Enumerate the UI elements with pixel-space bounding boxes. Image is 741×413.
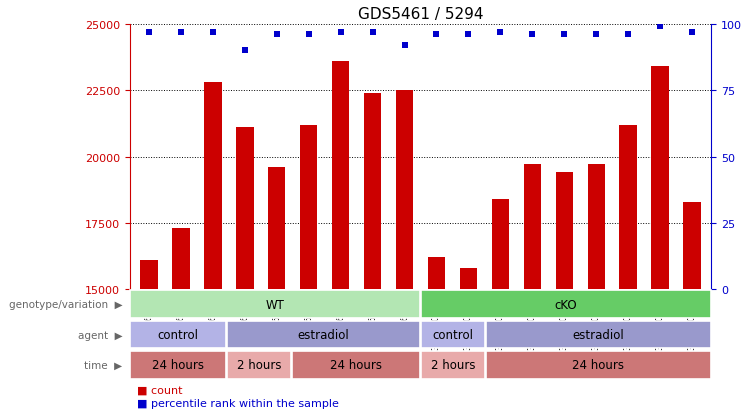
Point	[207, 29, 219, 36]
Bar	[364, 94, 382, 290]
Text: 24 hours: 24 hours	[330, 358, 382, 371]
Point	[494, 29, 506, 36]
Point	[303, 32, 315, 39]
Bar	[428, 258, 445, 290]
Bar	[268, 168, 285, 290]
Bar	[651, 67, 669, 290]
Bar	[556, 173, 573, 290]
Text: 2 hours: 2 hours	[431, 358, 475, 371]
Text: estradiol: estradiol	[298, 328, 350, 341]
Bar	[491, 199, 509, 290]
Text: ■ percentile rank within the sample: ■ percentile rank within the sample	[137, 398, 339, 408]
Text: estradiol: estradiol	[572, 328, 624, 341]
Bar	[292, 351, 420, 379]
Point	[622, 32, 634, 39]
Point	[686, 29, 698, 36]
Bar	[588, 165, 605, 290]
Bar	[227, 321, 420, 349]
Point	[399, 43, 411, 49]
Bar	[130, 321, 226, 349]
Point	[239, 48, 250, 55]
Bar	[459, 268, 477, 290]
Bar	[421, 291, 711, 318]
Text: time  ▶: time ▶	[84, 360, 122, 370]
Bar	[486, 351, 711, 379]
Point	[654, 24, 666, 31]
Bar	[172, 229, 190, 290]
Point	[367, 29, 379, 36]
Title: GDS5461 / 5294: GDS5461 / 5294	[358, 7, 483, 22]
Point	[431, 32, 442, 39]
Bar	[227, 351, 290, 379]
Bar	[300, 126, 317, 290]
Text: 24 hours: 24 hours	[152, 358, 205, 371]
Bar	[396, 91, 413, 290]
Text: ■ count: ■ count	[137, 385, 182, 395]
Bar	[130, 351, 226, 379]
Point	[591, 32, 602, 39]
Point	[526, 32, 538, 39]
Text: WT: WT	[266, 298, 285, 311]
Text: 24 hours: 24 hours	[572, 358, 624, 371]
Bar	[486, 321, 711, 349]
Bar	[683, 202, 701, 290]
Bar	[140, 260, 158, 290]
Bar	[421, 321, 485, 349]
Point	[462, 32, 474, 39]
Text: control: control	[158, 328, 199, 341]
Bar	[236, 128, 253, 290]
Point	[270, 32, 282, 39]
Bar	[332, 62, 350, 290]
Text: control: control	[432, 328, 473, 341]
Point	[335, 29, 347, 36]
Bar	[204, 83, 222, 290]
Text: 2 hours: 2 hours	[236, 358, 281, 371]
Point	[559, 32, 571, 39]
Bar	[619, 126, 637, 290]
Bar	[130, 291, 420, 318]
Text: cKO: cKO	[554, 298, 577, 311]
Bar	[421, 351, 485, 379]
Bar	[524, 165, 541, 290]
Point	[143, 29, 155, 36]
Point	[175, 29, 187, 36]
Text: agent  ▶: agent ▶	[78, 330, 122, 340]
Text: genotype/variation  ▶: genotype/variation ▶	[9, 299, 122, 310]
